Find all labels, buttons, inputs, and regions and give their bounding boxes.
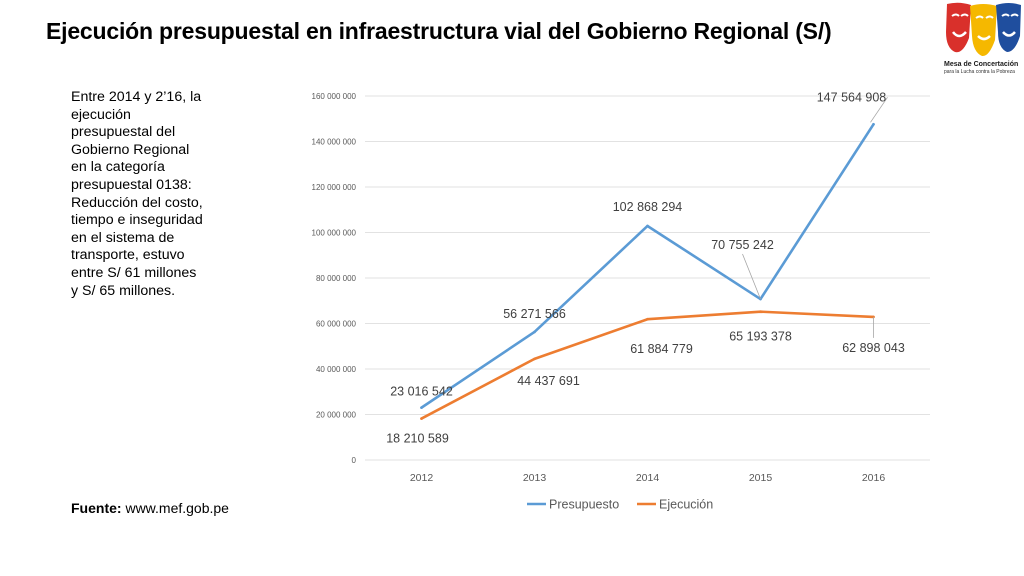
- data-point: [533, 357, 536, 361]
- description-text: Entre 2014 y 2’16, la ejecución presupue…: [71, 89, 203, 299]
- data-label-leader: [742, 253, 761, 300]
- logo-org-tagline: para la Lucha contra la Pobreza: [944, 69, 1015, 75]
- y-tick-label: 160 000 000: [312, 92, 357, 101]
- y-tick-label: 100 000 000: [312, 229, 357, 238]
- data-point: [759, 310, 762, 313]
- data-point: [420, 417, 423, 420]
- data-label: 56 271 566: [503, 307, 566, 321]
- y-tick-label: 20 000 000: [316, 411, 357, 420]
- y-tick-label: 140 000 000: [312, 138, 357, 147]
- data-label: 61 884 779: [630, 342, 693, 356]
- y-tick-label: 0: [352, 456, 357, 465]
- data-point: [646, 224, 649, 228]
- y-tick-label: 120 000 000: [312, 183, 357, 192]
- data-label: 23 016 542: [390, 385, 453, 399]
- data-label: 18 210 589: [386, 432, 449, 446]
- series-line-ejecución: [420, 310, 875, 420]
- y-tick-label: 80 000 000: [316, 274, 357, 283]
- data-point: [533, 330, 536, 334]
- data-label: 70 755 242: [711, 238, 774, 252]
- x-tick-label: 2014: [636, 472, 660, 484]
- source-value: www.mef.gob.pe: [125, 500, 229, 516]
- logo-org-name: Mesa de Concertación: [944, 61, 1019, 68]
- data-label: 44 437 691: [517, 374, 580, 388]
- data-label: 147 564 908: [817, 90, 887, 104]
- x-tick-label: 2013: [523, 472, 547, 484]
- legend-label: Presupuesto: [549, 498, 619, 512]
- x-tick-label: 2012: [410, 472, 434, 484]
- data-point: [646, 317, 649, 321]
- x-tick-label: 2015: [749, 472, 773, 484]
- logo: Mesa de Concertación para la Lucha contr…: [941, 2, 1023, 78]
- data-point: [872, 122, 875, 126]
- slide-title: Ejecución presupuestal en infraestructur…: [46, 18, 832, 44]
- data-label-leader: [870, 97, 888, 123]
- y-tick-label: 60 000 000: [316, 320, 357, 329]
- source-note: Fuente: www.mef.gob.pe: [71, 500, 229, 516]
- data-point: [420, 406, 423, 409]
- data-label: 65 193 378: [729, 330, 792, 344]
- masks-logo-icon: [946, 2, 1021, 57]
- data-label: 102 868 294: [613, 200, 683, 214]
- data-label: 62 898 043: [842, 341, 905, 355]
- legend-label: Ejecución: [659, 498, 713, 512]
- source-label: Fuente:: [71, 500, 122, 516]
- y-tick-label: 40 000 000: [316, 365, 357, 374]
- x-tick-label: 2016: [862, 472, 886, 484]
- series-line-presupuesto: [420, 122, 875, 409]
